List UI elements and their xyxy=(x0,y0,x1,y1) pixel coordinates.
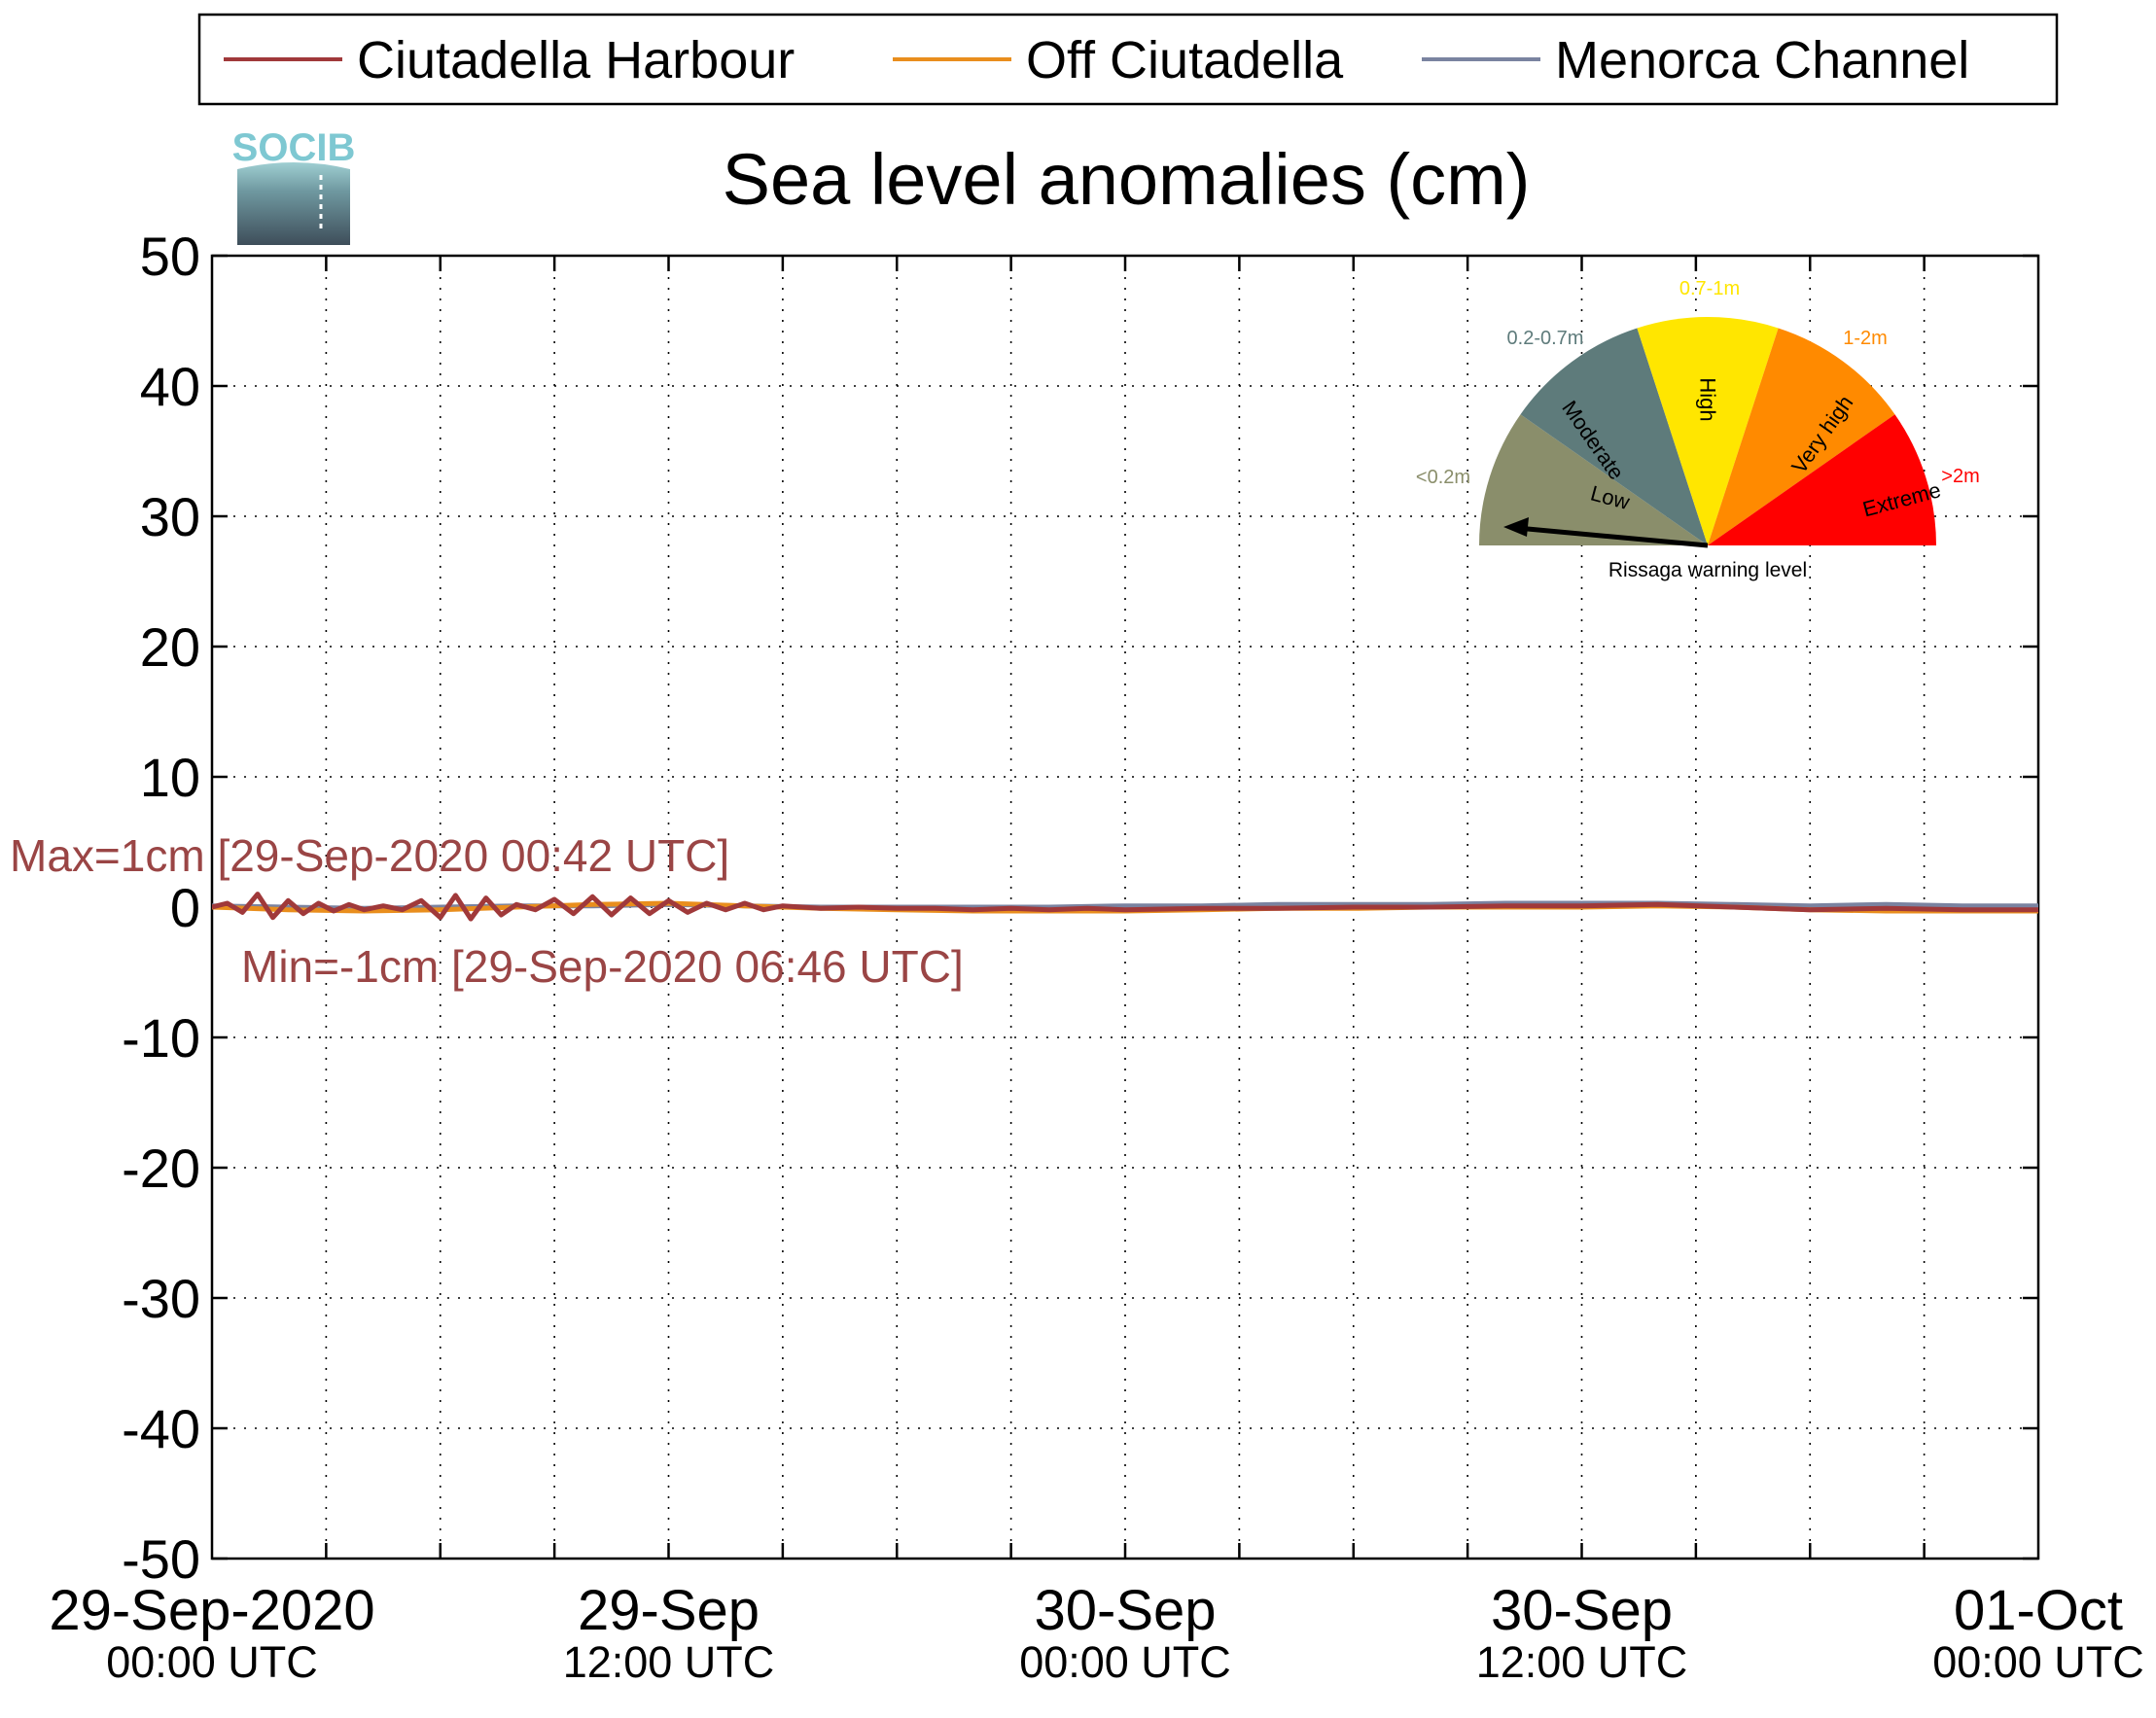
y-tick-label: -10 xyxy=(122,1007,200,1069)
max-annotation: Max=1cm [29-Sep-2020 00:42 UTC] xyxy=(10,830,729,881)
x-tick-label-date: 29-Sep xyxy=(578,1579,760,1642)
legend-label-ciutadella-harbour: Ciutadella Harbour xyxy=(357,31,795,89)
y-tick-label: -50 xyxy=(122,1528,200,1590)
y-tick-label: -40 xyxy=(122,1398,200,1459)
gauge-sector-moderate xyxy=(1520,328,1708,545)
socib-logo-wave xyxy=(237,162,350,245)
y-tick-label: 30 xyxy=(140,486,200,547)
series-line-ciutadella-harbour xyxy=(212,892,2038,922)
x-tick-label-time: 12:00 UTC xyxy=(1476,1637,1688,1687)
gauge-needle xyxy=(1516,525,1709,548)
min-annotation: Min=-1cm [29-Sep-2020 06:46 UTC] xyxy=(241,941,964,992)
x-tick-label-date: 30-Sep xyxy=(1034,1579,1216,1642)
x-tick-label-date: 01-Oct xyxy=(1954,1579,2123,1642)
gauge-range-very-high: 1-2m xyxy=(1843,328,1888,349)
y-axis: 50 40 30 20 10 0 -10 -20 -30 -40 -50 xyxy=(122,226,200,1590)
gauge-caption: Rissaga warning level xyxy=(1608,559,1807,581)
legend: Ciutadella Harbour Off Ciutadella Menorc… xyxy=(197,13,2059,106)
legend-box xyxy=(197,13,2059,106)
gauge-range-extreme: >2m xyxy=(1941,466,1979,487)
gauge-label-high: High xyxy=(1695,377,1719,421)
y-tick-label: 10 xyxy=(140,747,200,808)
x-tick-label-time: 00:00 UTC xyxy=(1932,1637,2144,1687)
gauge-sector-very-high xyxy=(1708,328,1895,545)
gauge-range-low: <0.2m xyxy=(1416,467,1470,488)
y-tick-label: 20 xyxy=(140,616,200,678)
socib-logo-text: SOCIB xyxy=(232,126,356,169)
gauge-range-high: 0.7-1m xyxy=(1679,278,1740,299)
series-group xyxy=(212,892,2038,922)
legend-label-menorca-channel: Menorca Channel xyxy=(1555,31,1969,89)
gauge-needle-head xyxy=(1503,517,1529,537)
y-tick-label: -30 xyxy=(122,1268,200,1329)
x-tick-label-time: 12:00 UTC xyxy=(563,1637,775,1687)
gauge-range-moderate: 0.2-0.7m xyxy=(1507,328,1584,349)
gauge-sector-high xyxy=(1637,317,1779,545)
y-tick-label: 40 xyxy=(140,356,200,417)
x-tick-label-date: 29-Sep-2020 xyxy=(49,1579,374,1642)
legend-label-off-ciutadella: Off Ciutadella xyxy=(1026,31,1344,89)
y-tick-label: 0 xyxy=(170,877,200,938)
x-tick-label-time: 00:00 UTC xyxy=(106,1637,318,1687)
gauge-sector-extreme xyxy=(1708,414,1936,545)
chart-title: Sea level anomalies (cm) xyxy=(723,139,1531,220)
x-tick-label-date: 30-Sep xyxy=(1491,1579,1673,1642)
socib-logo: SOCIB xyxy=(232,126,356,245)
x-tick-label-time: 00:00 UTC xyxy=(1019,1637,1231,1687)
y-tick-label: 50 xyxy=(140,226,200,287)
y-tick-label: -20 xyxy=(122,1138,200,1199)
gauge-sector-low xyxy=(1479,414,1708,545)
